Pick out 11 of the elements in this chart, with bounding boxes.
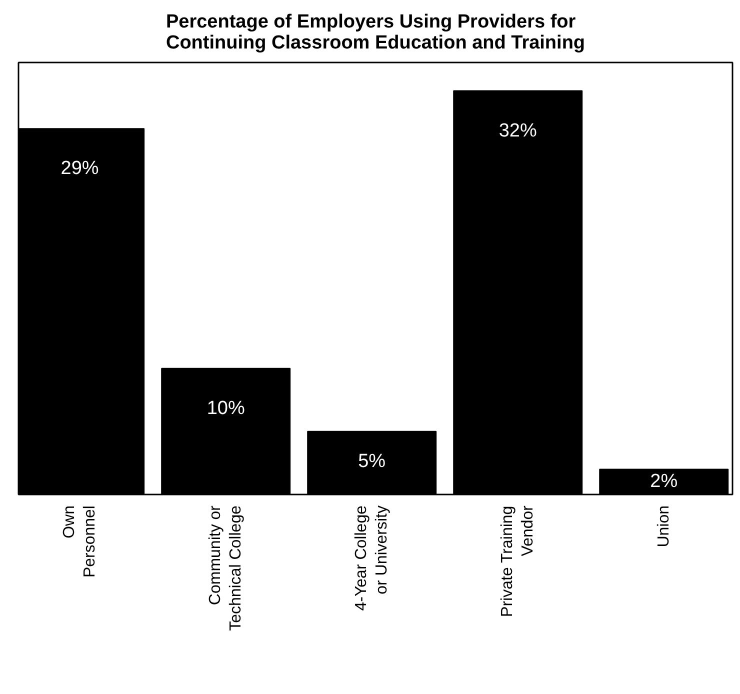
data-label: 32% [498, 120, 537, 142]
x-tick-label: Own Personnel [61, 505, 99, 578]
data-label: 29% [60, 158, 99, 180]
chart-title: Percentage of Employers Using Providers for Continuing Classroom Education and Training [166, 12, 586, 54]
data-label: 2% [650, 470, 678, 492]
x-tick-label: 4-Year College or University [353, 505, 391, 611]
data-label: 10% [206, 398, 245, 419]
data-label: 5% [358, 450, 386, 472]
x-tick-label: Union [655, 505, 672, 548]
x-tick-label: Private Training Vendor [499, 504, 537, 617]
x-tick-label: Community or Technical College [207, 504, 245, 631]
